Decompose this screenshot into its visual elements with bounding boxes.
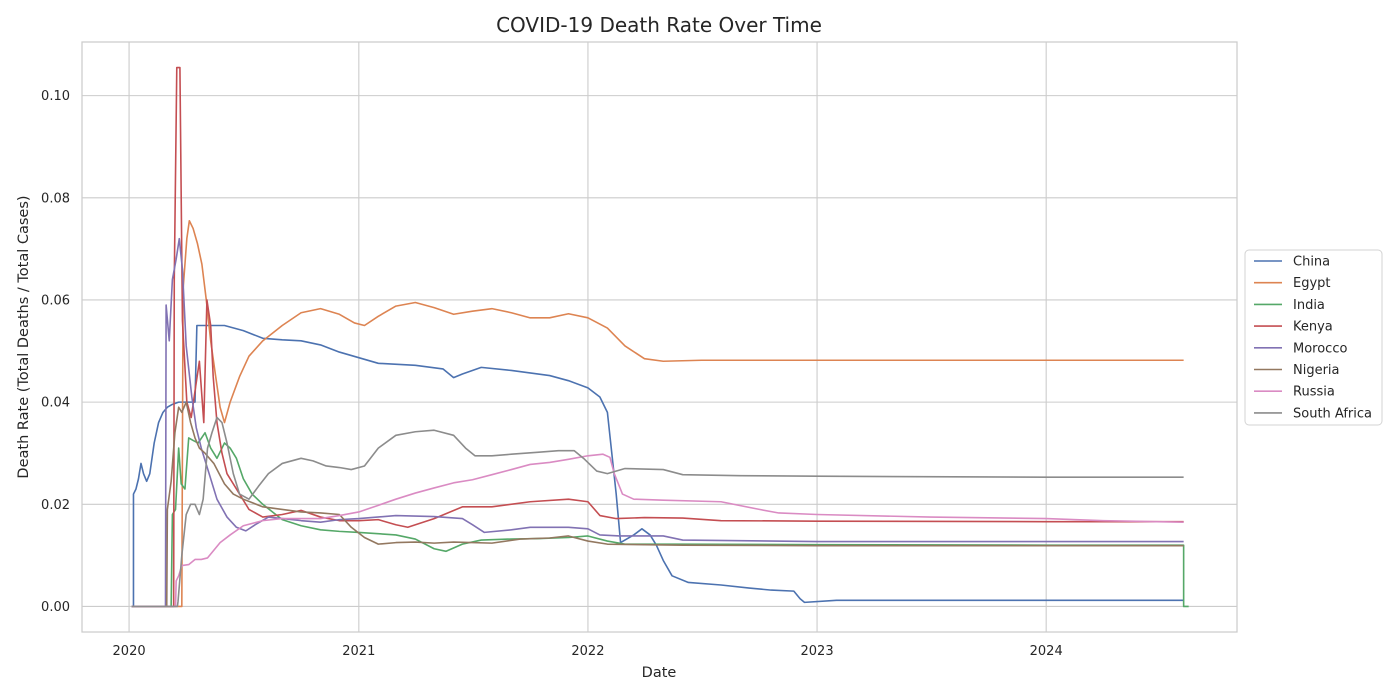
y-tick-label: 0.10 (41, 89, 70, 104)
x-tick-label: 2024 (1030, 644, 1063, 659)
x-tick-label: 2021 (342, 644, 375, 659)
legend-box (1244, 249, 1383, 426)
plot-frame (81, 41, 1238, 633)
series-lines (131, 66, 1189, 608)
y-tick-label: 0.02 (41, 498, 70, 513)
legend-label: Nigeria (1293, 363, 1340, 378)
legend: China Egypt India Kenya Morocco Nigeria Russia… (1244, 249, 1383, 426)
y-tick-label: 0.08 (41, 191, 70, 206)
grid (82, 42, 1237, 632)
series-line-nigeria (131, 401, 1184, 608)
legend-label: Kenya (1293, 320, 1333, 335)
series-line-india (131, 431, 1189, 608)
series-line-kenya (131, 66, 1184, 608)
legend-label: China (1293, 255, 1330, 270)
legend-label: Egypt (1293, 276, 1331, 291)
series-line-russia (131, 453, 1184, 608)
x-tick-label: 2020 (113, 644, 146, 659)
chart-title: COVID-19 Death Rate Over Time (496, 13, 822, 37)
x-axis-title: Date (642, 665, 677, 681)
x-tick-label: 2023 (801, 644, 834, 659)
series-line-morocco (131, 237, 1184, 608)
y-tick-label: 0.00 (41, 600, 70, 615)
y-tick-label: 0.04 (41, 396, 70, 411)
x-tick-label: 2022 (571, 644, 604, 659)
series-line-south-africa (131, 416, 1184, 608)
series-line-china (131, 324, 1184, 608)
legend-label: Morocco (1293, 341, 1347, 356)
y-tick-label: 0.06 (41, 293, 70, 308)
legend-items: China Egypt India Kenya Morocco Nigeria Russia… (1254, 255, 1372, 421)
y-axis-title: Death Rate (Total Deaths / Total Cases) (16, 195, 32, 478)
tick-labels: 2020 2021 2022 2023 2024 0.00 0.02 0.04 0.06 0.08… (41, 89, 1063, 659)
series-line-egypt (131, 219, 1184, 608)
legend-label: South Africa (1293, 406, 1372, 421)
legend-label: Russia (1293, 385, 1335, 400)
legend-label: India (1293, 298, 1325, 313)
